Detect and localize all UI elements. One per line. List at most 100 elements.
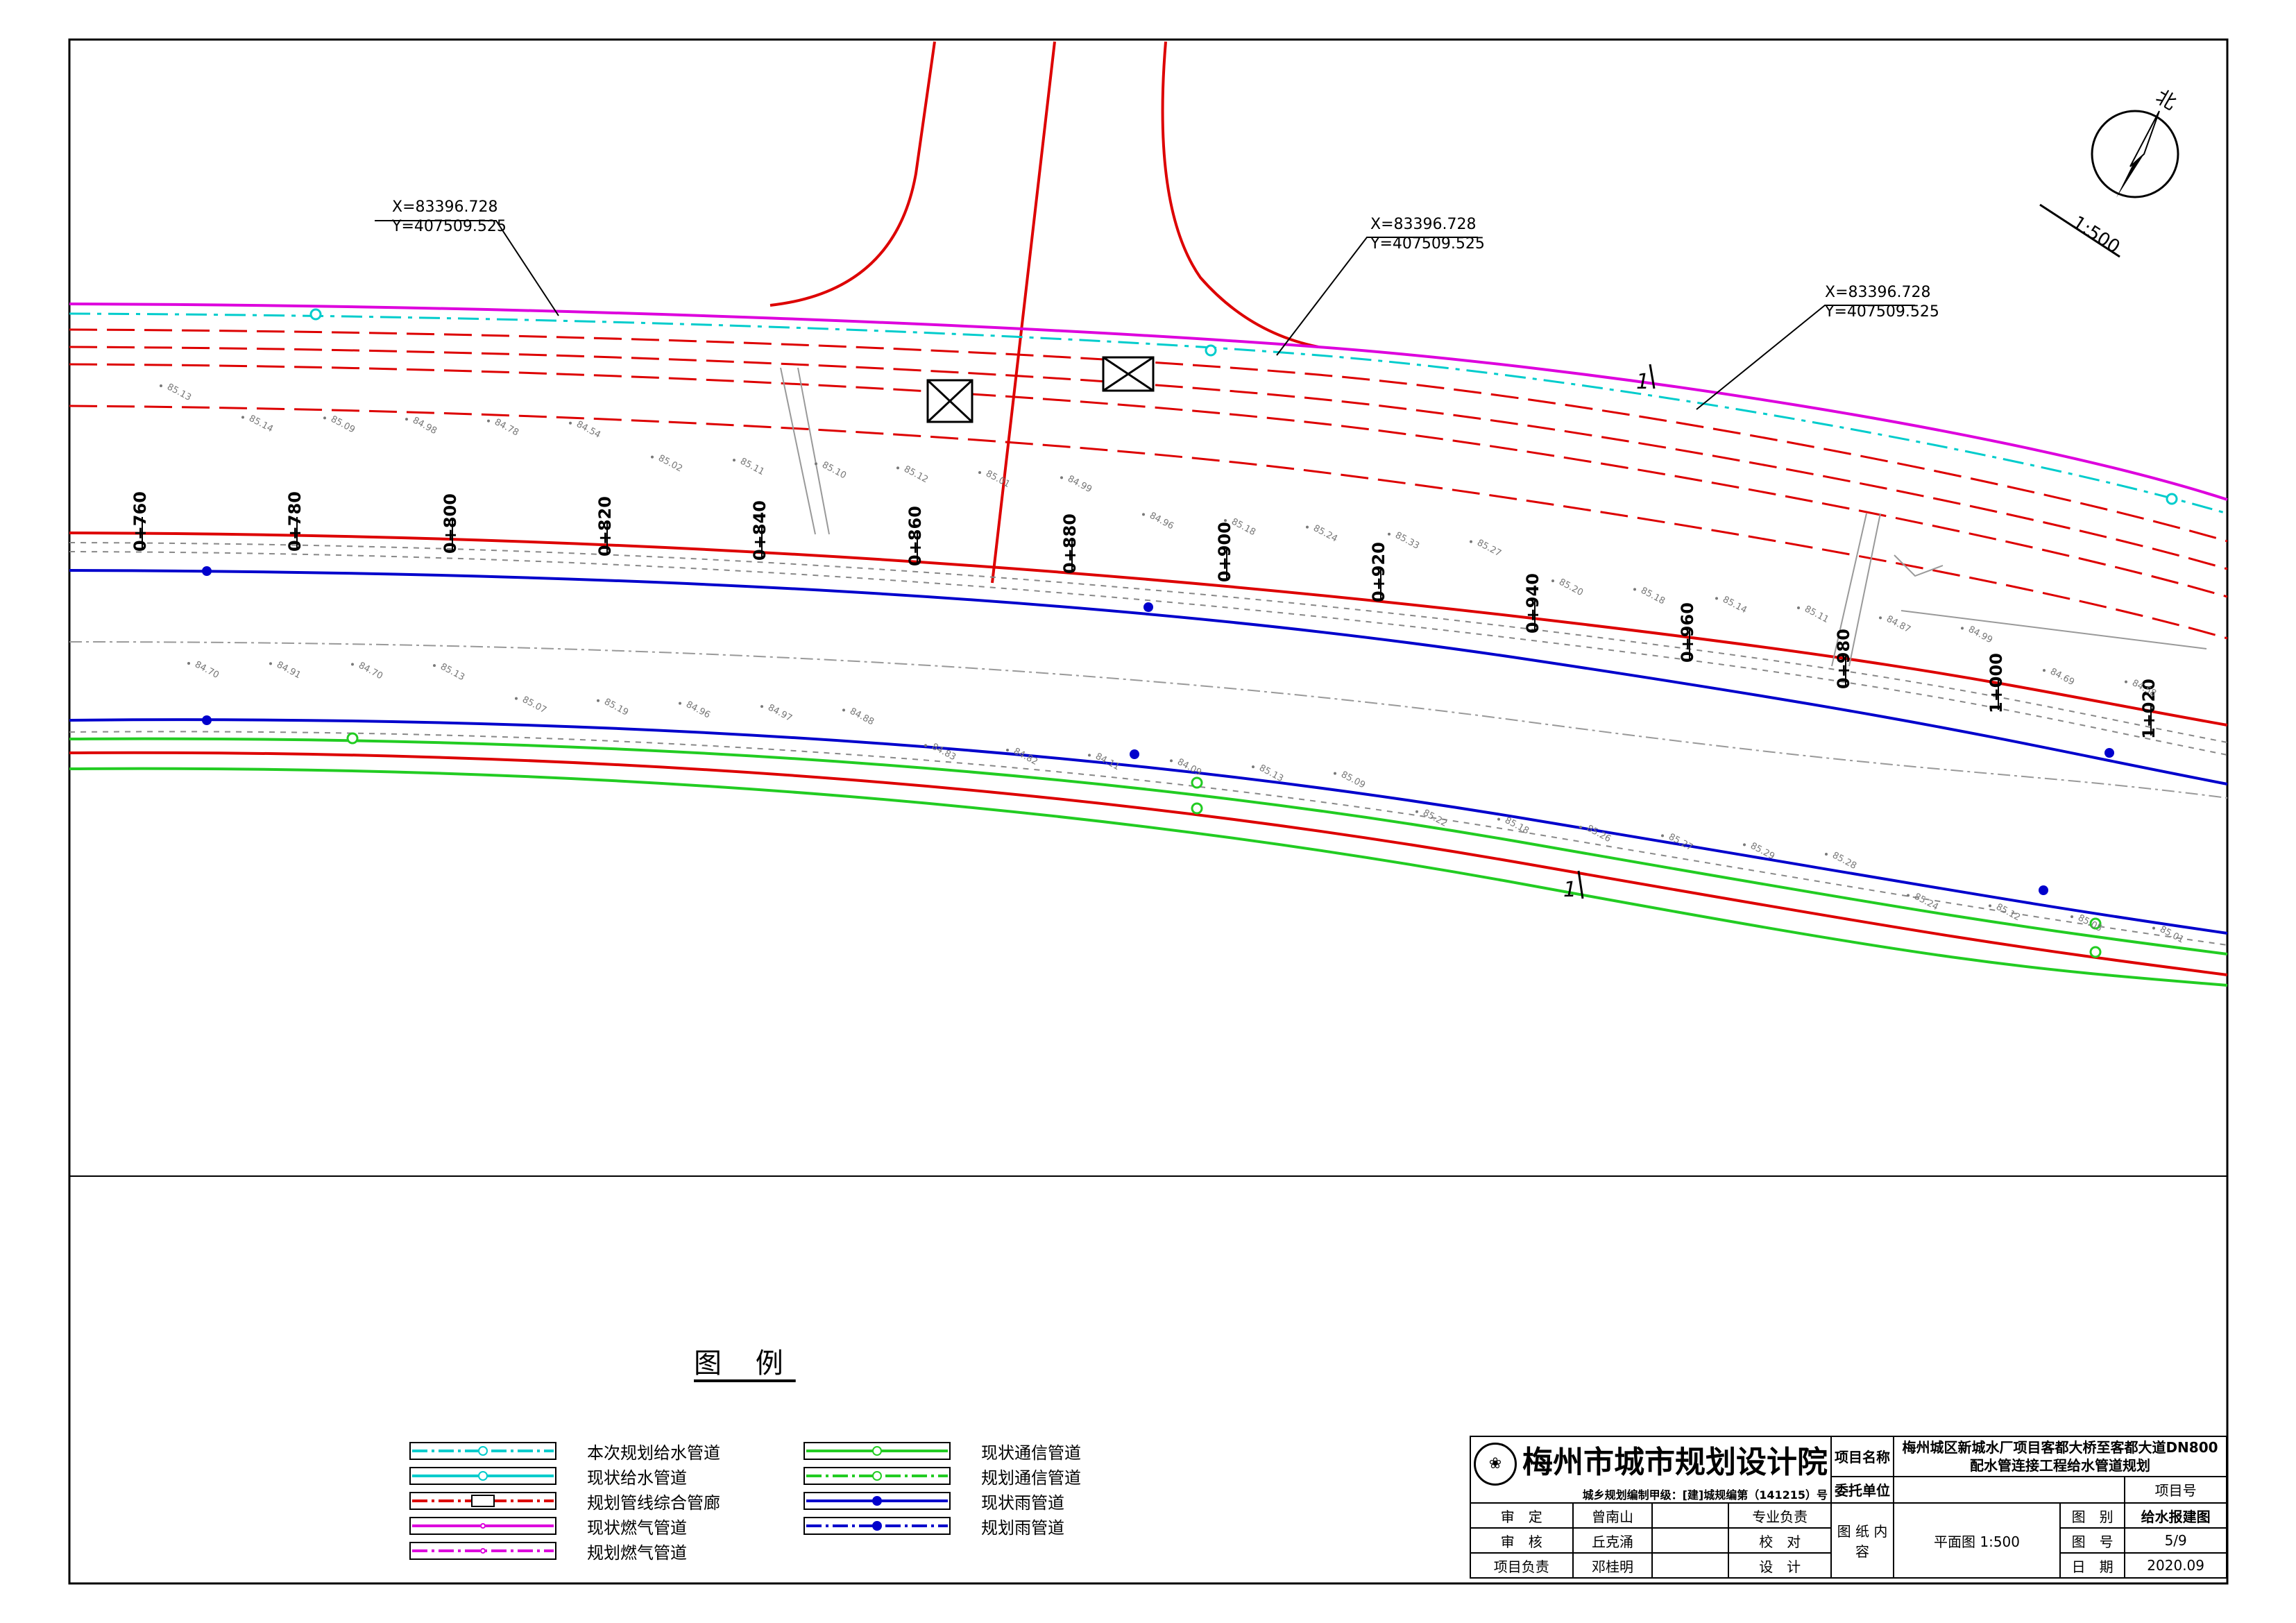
gas-pipeline-existing [69,303,2228,501]
station-label: 0+800 [441,493,460,554]
elevation-point [1388,532,1391,536]
legend-item: 现状雨管道 [803,1490,1064,1513]
elevation-point [1170,759,1173,763]
title-block: ❀ 梅州市城市规划设计院 城乡规划编制甲级：[建]城规编第（141215）号 项目… [1470,1436,2227,1579]
drawing-content: 平面图 1:500 [1893,1502,2061,1579]
legend-swatch [409,1542,556,1560]
legend-title: 图 例 [694,1348,796,1379]
elevation-label: 85.12 [1994,902,2022,924]
station-label: 0+900 [1215,522,1234,582]
north-label: 北 [2152,85,2181,114]
legend-item: 规划通信管道 [803,1465,1081,1488]
elevation-point [924,744,927,747]
elevation-label: 85.13 [439,661,466,683]
legend-swatch [803,1492,951,1510]
legend-swatch [409,1442,556,1460]
institute-qualification: 城乡规划编制甲级：[建]城规编第（141215）号 [1582,1488,1828,1502]
legend-swatch [803,1467,951,1485]
elevation-label: 84.69 [2048,666,2076,688]
elevation-point [515,697,518,700]
elevation-point [597,699,599,702]
legend-label: 现状通信管道 [981,1443,1081,1463]
legend-item: 规划燃气管道 [409,1540,687,1563]
elevation-point [1715,597,1718,600]
coord-x-2: X=83396.728 [1370,216,1476,233]
legend-item: 规划雨管道 [803,1515,1064,1538]
elevation-label: 84.54 [575,419,602,441]
section-mark-top [1649,364,1656,389]
legend-label: 规划管线综合管廊 [587,1493,720,1513]
station-label: 0+940 [1523,573,1542,634]
project-name: 梅州城区新城水厂项目客都大桥至客都大道DN800配水管连接工程给水管道规划 [1893,1436,2227,1477]
north-arrow: 北 1:500 [2039,85,2181,258]
elevation-point [1633,588,1636,591]
legend-label: 现状雨管道 [981,1493,1064,1513]
station-label: 0+880 [1060,513,1080,574]
station-label: 0+840 [750,500,769,561]
role2-label: 校 对 [1728,1527,1832,1554]
elevation-point [1907,894,1910,897]
road-edge-middle [69,641,2228,799]
rain-pipeline-upper-markers [202,566,2114,758]
elevation-point [760,705,763,708]
elevation-label: 85.24 [1311,523,1339,545]
coord-y-1: Y=407509.525 [391,218,507,235]
road-edge-south [69,751,2228,976]
elevation-point [651,455,654,459]
comm-pipeline-markers [346,732,2102,930]
elevation-label: 85.33 [1393,530,1421,552]
station-labels: 0+760 0+780 0+800 0+820 0+840 0+860 0+88… [130,491,2159,739]
legend-swatch [409,1492,556,1510]
elevation-point [1415,810,1418,813]
coordinate-callouts: X=83396.728 Y=407509.525 X=83396.728 Y=4… [391,198,1939,321]
sidewalk-edge [69,731,2228,946]
elevation-label: 85.13 [165,382,193,403]
role-name: 邓桂明 [1572,1552,1653,1579]
elevation-label: 85.10 [820,460,848,482]
scale-label: 1:500 [2068,212,2123,258]
elevation-label: 84.09 [1175,757,1203,779]
station-label: 0+960 [1678,602,1697,663]
elevation-point [1961,627,1964,630]
elevation-label: 85.11 [1803,604,1830,625]
legend-label: 现状给水管道 [587,1468,687,1488]
road-centerline-cross [991,41,1056,584]
elevation-point [323,416,326,420]
elevation-label: 85.18 [1639,586,1667,607]
elevation-label: 85.01 [984,468,1012,490]
coord-x-3: X=83396.728 [1825,284,1930,301]
rain-pipeline-lower-markers [202,715,2048,895]
category-value: 给水报建图 [2124,1502,2227,1529]
role2-label: 专业负责 [1728,1502,1832,1529]
elevation-point [1797,606,1800,609]
elevation-label: 85.05 [2076,912,2104,934]
elevation-point [1060,476,1063,479]
elevation-label: 84.99 [1066,474,1094,495]
elevation-label: 85.27 [1475,538,1503,559]
elevation-label: 84.11 [1094,751,1121,773]
elevation-point [351,663,354,666]
elevation-label: 85.02 [656,453,684,475]
signature-cell [1651,1502,1730,1529]
coord-y-2: Y=407509.525 [1370,235,1485,253]
elevation-point [1334,772,1336,775]
sheet-no-label: 图 号 [2059,1527,2126,1554]
elevation-point [269,662,272,665]
elevation-label: 84.83 [930,742,958,763]
elevation-label: 85.27 [1667,832,1694,853]
legend-swatch [409,1467,556,1485]
elevation-point [1579,826,1582,829]
elevation-label: 84.97 [766,702,794,724]
drawing-content-label: 图 纸 内 容 [1830,1502,1894,1579]
elevation-label: 84.70 [357,661,384,682]
road-edge-right [1161,41,1319,348]
elevation-point [1224,519,1227,522]
station-label: 0+920 [1369,542,1388,602]
elevation-label: 84.91 [275,660,303,681]
institute-cell: ❀ 梅州市城市规划设计院 城乡规划编制甲级：[建]城规编第（141215）号 [1470,1436,1832,1504]
elevation-point [187,662,190,665]
comm-pipeline-south [69,767,2228,987]
elevation-label: 85.14 [1721,595,1749,616]
station-label: 1+000 [1987,653,2006,713]
